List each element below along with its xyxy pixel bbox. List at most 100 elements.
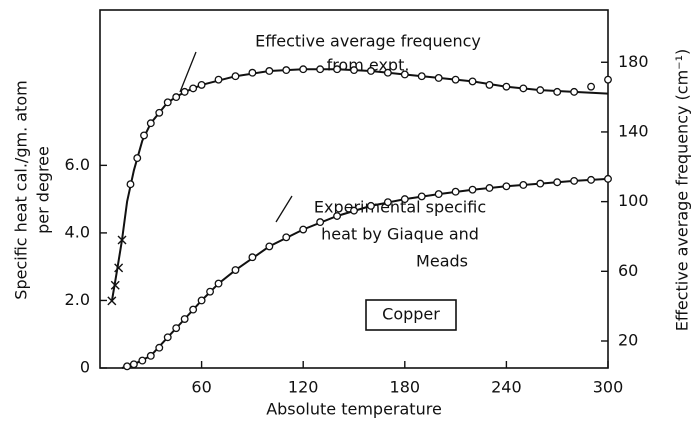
- data-point: [107, 296, 117, 306]
- data-point: [163, 333, 172, 342]
- data-point: [366, 201, 375, 210]
- data-point: [129, 360, 138, 369]
- data-point: [519, 180, 528, 189]
- data-point: [400, 195, 409, 204]
- data-point: [316, 218, 325, 227]
- data-point: [451, 187, 460, 196]
- data-point: [155, 343, 164, 352]
- x-tick-label: 240: [491, 378, 522, 397]
- x-tick-label: 60: [191, 378, 211, 397]
- data-point: [536, 179, 545, 188]
- y2-tick-label: 100: [618, 191, 649, 210]
- data-point: [172, 324, 181, 333]
- data-point: [434, 190, 443, 199]
- data-point: [123, 362, 132, 371]
- data-point: [138, 356, 147, 365]
- data-point: [383, 68, 392, 77]
- data-point: [417, 72, 426, 81]
- annotation: Meads: [416, 252, 468, 271]
- x-tick-label: 180: [390, 378, 421, 397]
- data-point: [248, 253, 257, 262]
- curve: [121, 177, 609, 369]
- data-point: [333, 212, 342, 220]
- y2-tick-label: 20: [618, 330, 638, 349]
- data-point: [231, 266, 240, 275]
- data-point: [553, 178, 562, 187]
- data-point: [172, 93, 181, 102]
- y-tick-label: 2.0: [65, 290, 90, 309]
- data-point: [214, 75, 223, 84]
- data-point: [189, 84, 198, 93]
- annotation: Effective average frequency: [255, 32, 481, 51]
- data-point: [350, 206, 358, 215]
- data-point: [146, 351, 155, 360]
- data-point: [417, 192, 426, 201]
- data-point: [189, 305, 198, 314]
- x-tick-label: 300: [593, 378, 624, 397]
- y2-axis-label: Effective average frequency (cm⁻¹): [673, 49, 692, 332]
- annotation-leader: [275, 195, 293, 223]
- data-point: [553, 87, 562, 96]
- data-point: [485, 80, 494, 89]
- data-point: [299, 225, 308, 234]
- y2-tick-label: 140: [618, 121, 649, 140]
- data-point: [570, 176, 579, 185]
- y2-tick-label: 180: [618, 52, 649, 71]
- data-point: [282, 233, 291, 242]
- data-point: [146, 119, 155, 128]
- y-axis-label: per degree: [34, 146, 53, 234]
- data-point: [197, 296, 206, 305]
- y2-tick-label: 60: [618, 261, 638, 280]
- data-point: [299, 65, 308, 74]
- data-point: [126, 180, 135, 189]
- data-point: [400, 70, 409, 79]
- annotation-box: [365, 299, 457, 331]
- data-point: [350, 66, 358, 75]
- data-point: [434, 73, 443, 82]
- data-point: [265, 242, 274, 251]
- data-point: [155, 108, 164, 117]
- data-point: [265, 67, 274, 75]
- data-point: [316, 65, 325, 74]
- data-point: [604, 174, 612, 183]
- data-point: [180, 87, 189, 96]
- data-point: [570, 87, 579, 96]
- annotation-leader: [179, 51, 197, 93]
- data-point: [587, 175, 596, 184]
- plot-frame: [99, 9, 609, 369]
- data-point: [248, 68, 257, 77]
- data-point: [451, 75, 460, 84]
- data-point: [502, 82, 511, 91]
- data-point: [485, 184, 494, 192]
- annotation: heat by Giaque and: [321, 225, 479, 244]
- data-point: [214, 279, 223, 288]
- data-point: [197, 80, 206, 89]
- y-tick-label: 4.0: [65, 222, 90, 241]
- data-point: [604, 75, 612, 84]
- data-point: [383, 198, 392, 207]
- data-point: [110, 280, 120, 290]
- data-point: [366, 67, 375, 75]
- x-tick-label: 120: [288, 378, 319, 397]
- annotation: Copper: [382, 305, 440, 324]
- data-point: [519, 84, 528, 93]
- data-point: [133, 154, 142, 163]
- data-point: [117, 235, 127, 245]
- data-point: [163, 98, 172, 107]
- data-point: [468, 77, 477, 86]
- data-point: [333, 65, 342, 74]
- data-point: [502, 182, 511, 191]
- data-point: [282, 66, 291, 75]
- y-tick-label: 6.0: [65, 155, 90, 174]
- y-tick-label: 0: [80, 358, 90, 377]
- y-axis-label: Specific heat cal./gm. atom: [12, 80, 31, 299]
- data-point: [536, 86, 545, 95]
- data-point: [140, 131, 148, 140]
- data-point: [206, 287, 215, 296]
- x-axis-label: Absolute temperature: [266, 400, 442, 419]
- data-point: [114, 263, 124, 273]
- data-point: [468, 185, 477, 194]
- data-point: [231, 72, 240, 81]
